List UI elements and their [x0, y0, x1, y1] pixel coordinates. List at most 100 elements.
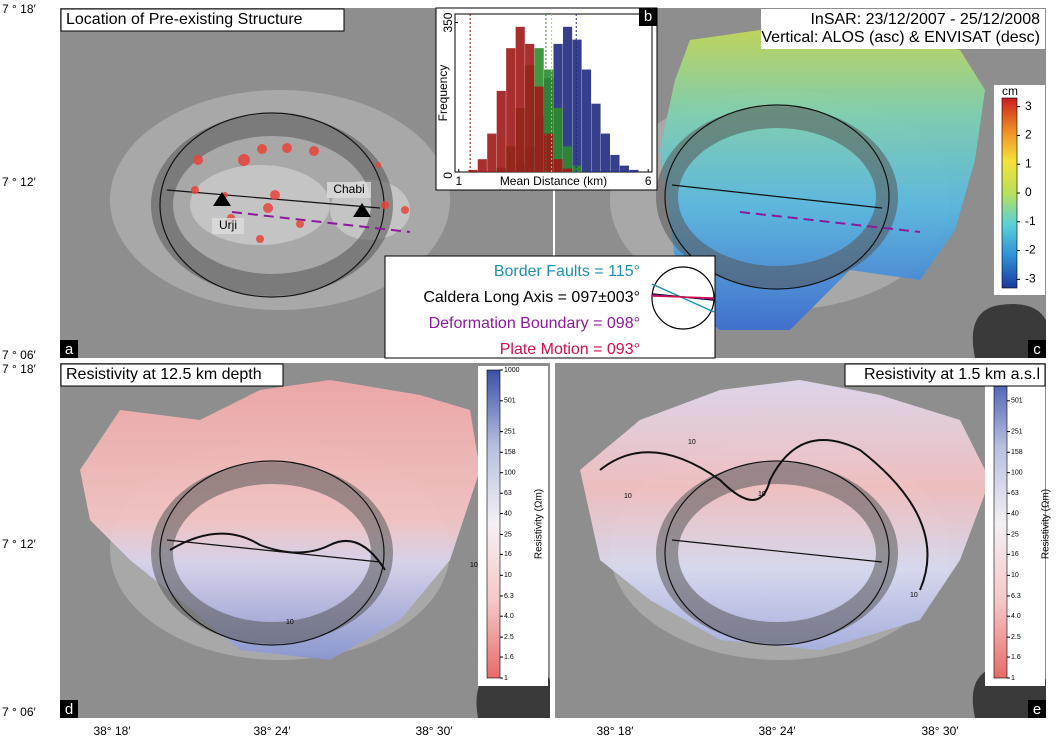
colorbar-tick-label: 100 [504, 470, 516, 477]
colorbar-tick-label: 158 [504, 449, 516, 456]
lon-label: 38° 24′ [253, 724, 291, 738]
colorbar-tick-label: 251 [504, 428, 516, 435]
legend-entry: Caldera Long Axis = 097±003° [423, 289, 640, 306]
panel-title: InSAR: 23/12/2007 - 25/12/2008 [810, 11, 1040, 28]
colorbar-tick-label: 0 [1025, 185, 1032, 199]
colorbar-tick-label: 158 [1011, 449, 1023, 456]
x-tick-label: 6 [645, 174, 652, 188]
histogram-bar [516, 27, 525, 172]
lon-label: 38° 18′ [93, 724, 131, 738]
legend-entry: Border Faults = 115° [494, 263, 640, 280]
lon-label: 38° 30′ [415, 724, 453, 738]
figure: 160350Mean Distance (km)Frequency 3210-1… [0, 0, 1056, 744]
place-label: Urji [219, 218, 237, 232]
colorbar-label: Resistivity (Ωm) [534, 489, 545, 559]
lon-label: 38° 18′ [596, 724, 634, 738]
colorbar-tick-label: 63 [504, 490, 512, 497]
colorbar-tick-label: 25 [504, 531, 512, 538]
colorbar-tick-label: 25 [1011, 531, 1019, 538]
contour-label: 10 [758, 491, 766, 498]
histogram-bar [478, 159, 487, 172]
colorbar-tick-label: 1.6 [504, 654, 514, 661]
contour-label: 10 [688, 439, 696, 446]
panel-letter: c [1033, 341, 1041, 358]
colorbar-tick-label: 100 [1011, 470, 1023, 477]
histogram-bar [601, 134, 610, 172]
panel-title: Vertical: ALOS (asc) & ENVISAT (desc) [761, 29, 1040, 46]
colorbar-tick-label: 16 [1011, 551, 1019, 558]
colorbar-tick-label: 1 [1025, 156, 1032, 170]
lat-label: 7 ° 06′ [2, 348, 36, 362]
colorbar-tick-label: 251 [1011, 428, 1023, 435]
histogram-bar [629, 170, 638, 172]
colorbar-tick-label: 4.0 [1011, 613, 1021, 620]
colorbar-tick-label: -2 [1025, 243, 1036, 257]
contour-label: 10 [910, 592, 918, 599]
colorbar-tick-label: 3 [1025, 99, 1032, 113]
legend-entry: Plate Motion = 093° [500, 341, 640, 358]
histogram-bar [563, 169, 572, 172]
y-tick-label: 0 [441, 172, 455, 179]
lat-label: 7 ° 12′ [2, 537, 36, 551]
colorbar-tick-label: 16 [504, 551, 512, 558]
histogram-bar [535, 87, 544, 172]
contour-label: 10 [286, 619, 294, 626]
lon-label: 38° 30′ [921, 724, 959, 738]
panel-letter: d [65, 701, 73, 718]
histogram-bar [554, 159, 563, 172]
lon-label: 38° 24′ [758, 724, 796, 738]
histogram-bar [497, 91, 506, 172]
histogram-bar [506, 48, 515, 172]
contour-label: 10 [470, 562, 478, 569]
y-tick-label: 350 [441, 12, 455, 32]
colorbar-tick-label: 501 [504, 398, 516, 405]
histogram-bar [487, 134, 496, 172]
contour-label: 10 [624, 493, 632, 500]
colorbar-tick-label: -3 [1025, 272, 1036, 286]
histogram-bar [591, 104, 600, 172]
histogram-bar [572, 166, 581, 172]
colorbar-tick-label: 2 [1025, 128, 1032, 142]
colorbar-tick-label: 6.3 [1011, 593, 1021, 600]
colorbar-tick-label: 4.0 [504, 613, 514, 620]
histogram-bar [563, 146, 572, 172]
panel-letter: b [644, 8, 652, 25]
colorbar-tick-label: 10 [1011, 572, 1019, 579]
panel-title: Location of Pre-existing Structure [66, 11, 303, 28]
histogram-bar [572, 40, 581, 172]
colorbar-tick-label: 40 [1011, 510, 1019, 517]
colorbar-box [994, 85, 1045, 295]
histogram-bar [610, 155, 619, 172]
histogram-bar [582, 70, 591, 172]
lat-label: 7 ° 06′ [2, 705, 36, 719]
y-axis-label: Frequency [436, 65, 450, 122]
panel-title: Resistivity at 1.5 km a.s.l [864, 366, 1040, 383]
colorbar-tick-label: 1 [1011, 675, 1015, 682]
x-axis-label: Mean Distance (km) [500, 174, 607, 188]
lat-label: 7 ° 12′ [2, 175, 36, 189]
colorbar-tick-label: 1 [504, 675, 508, 682]
colorbar-tick-label: 1.6 [1011, 654, 1021, 661]
colorbar-tick-label: 2.5 [504, 634, 514, 641]
colorbar [1002, 98, 1017, 288]
colorbar-tick-label: 1000 [504, 367, 520, 374]
colorbar-label: Resistivity (Ωm) [1041, 489, 1052, 559]
colorbar-tick-label: 2.5 [1011, 634, 1021, 641]
colorbar-tick-label: 40 [504, 510, 512, 517]
colorbar-tick-label: -1 [1025, 214, 1036, 228]
colorbar-tick-label: 10 [504, 572, 512, 579]
colorbar-tick-label: 63 [1011, 490, 1019, 497]
histogram-bar [468, 170, 477, 172]
place-label: Chabi [333, 182, 364, 196]
colorbar-tick-label: 6.3 [504, 593, 514, 600]
colorbar-label: cm [1002, 84, 1018, 98]
panel-letter: e [1033, 701, 1041, 718]
colorbar-tick-label: 501 [1011, 398, 1023, 405]
histogram-bar [525, 44, 534, 172]
x-tick-label: 1 [455, 174, 462, 188]
colorbar [994, 370, 1007, 678]
panel-title: Resistivity at 12.5 km depth [66, 366, 262, 383]
histogram-bar [620, 166, 629, 172]
lat-label: 7 ° 18′ [2, 362, 36, 376]
lat-label: 7 ° 18′ [2, 2, 36, 16]
